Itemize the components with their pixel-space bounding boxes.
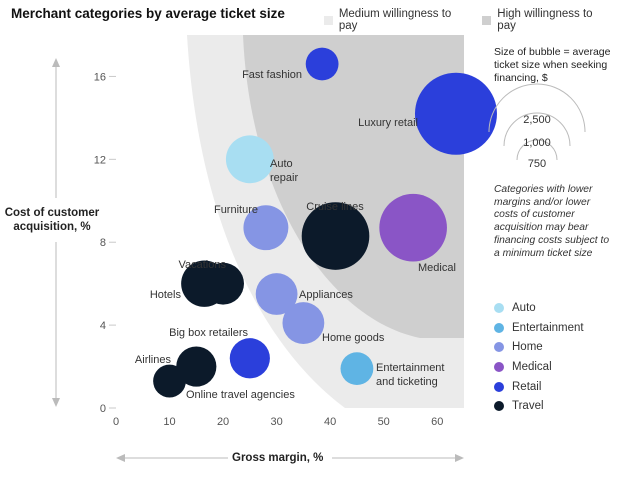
legend-entertainment: Entertainment xyxy=(494,318,584,338)
x-tick-label: 50 xyxy=(378,416,390,428)
legend-auto-label: Auto xyxy=(512,301,536,314)
size-legend-value: 1,000 xyxy=(523,137,551,149)
bubble-big-box-retailers xyxy=(229,338,270,379)
legend-high-willingness: High willingness to pay xyxy=(482,8,612,32)
minimum-ticket-note: Categories with lower margins and/or low… xyxy=(494,184,610,259)
label-line: and ticketing xyxy=(376,376,438,388)
legend-medium-label: Medium willingness to pay xyxy=(338,8,452,32)
bubble-auto-repair xyxy=(225,135,274,184)
category-legend: Auto Entertainment Home Medical Retail T… xyxy=(494,298,584,416)
label-luxury-retail: Luxury retail xyxy=(358,117,418,129)
y-tick-label: 0 xyxy=(100,403,106,415)
legend-travel-label: Travel xyxy=(512,400,544,413)
bubble-airlines xyxy=(176,346,217,387)
bubble-medical xyxy=(379,193,447,262)
y-tick-label: 8 xyxy=(100,237,106,249)
bubble-entertainment-and-ticketing xyxy=(340,352,374,386)
size-legend-title: Size of bubble = average ticket size whe… xyxy=(494,46,611,84)
legend-travel: Travel xyxy=(494,396,584,416)
bubble-luxury-retail xyxy=(414,72,497,155)
bubble-appliances xyxy=(255,273,298,315)
label-cruise-lines: Cruise lines xyxy=(306,201,364,213)
legend-retail-dot xyxy=(494,381,504,392)
y-tick-label: 4 xyxy=(100,320,106,332)
label-entertainment-and-ticketing: Entertainment and ticketing xyxy=(376,362,444,388)
y-axis-title: Cost of customer acquisition, % xyxy=(4,207,100,233)
legend-medical-dot xyxy=(494,361,504,372)
label-vacations: Vacations xyxy=(179,259,227,271)
legend-home-label: Home xyxy=(512,341,543,354)
size-legend-arc xyxy=(503,112,571,147)
legend-medium-swatch xyxy=(324,15,333,25)
bubbles-layer xyxy=(153,47,497,398)
legend-high-label: High willingness to pay xyxy=(497,8,593,32)
bubble-size-legend: 2,500 1,000 750 xyxy=(488,83,586,170)
bubble-hotels xyxy=(181,260,228,307)
chart-title: Merchant categories by average ticket si… xyxy=(11,6,285,21)
y-tick-label: 12 xyxy=(94,154,106,166)
x-tick-label: 40 xyxy=(324,416,336,428)
size-legend-arc xyxy=(488,83,586,133)
label-online-travel-agencies: Online travel agencies xyxy=(186,389,295,401)
legend-medical-label: Medical xyxy=(512,360,552,373)
legend-home: Home xyxy=(494,337,584,357)
willingness-legend: Medium willingness to pay High willingne… xyxy=(324,8,624,32)
bubble-cruise-lines xyxy=(301,202,370,270)
bubble-online-travel-agencies xyxy=(153,364,186,398)
size-legend-value: 750 xyxy=(528,158,546,170)
legend-entertainment-dot xyxy=(494,322,504,333)
x-arrow-right-head xyxy=(455,454,464,462)
label-line: Entertainment xyxy=(376,362,444,374)
size-legend-arc xyxy=(516,139,558,161)
x-tick-label: 0 xyxy=(113,416,119,428)
label-fast-fashion: Fast fashion xyxy=(242,69,302,81)
chart-axes: 0 4 8 12 16 0 10 20 30 40 50 60 xyxy=(52,58,464,462)
label-line: Auto xyxy=(270,158,293,170)
legend-auto: Auto xyxy=(494,298,584,318)
label-hotels: Hotels xyxy=(150,289,182,301)
legend-retail: Retail xyxy=(494,377,584,397)
label-home-goods: Home goods xyxy=(322,332,385,344)
bubble-fast-fashion xyxy=(305,47,339,81)
legend-medical: Medical xyxy=(494,357,584,377)
legend-retail-label: Retail xyxy=(512,380,542,393)
bubble-furniture xyxy=(243,205,289,251)
x-tick-label: 10 xyxy=(163,416,175,428)
legend-auto-dot xyxy=(494,302,504,313)
x-tick-label: 30 xyxy=(270,416,282,428)
label-auto-repair: Auto repair xyxy=(270,158,298,184)
legend-home-dot xyxy=(494,342,504,353)
label-airlines: Airlines xyxy=(135,354,172,366)
size-legend-value: 2,500 xyxy=(523,114,551,126)
high-willingness-zone xyxy=(243,35,464,338)
x-tick-label: 60 xyxy=(431,416,443,428)
x-arrow-left-head xyxy=(116,454,125,462)
x-axis-title: Gross margin, % xyxy=(232,452,324,464)
legend-high-swatch xyxy=(482,15,492,25)
y-tick-label: 16 xyxy=(94,71,106,83)
legend-entertainment-label: Entertainment xyxy=(512,321,584,334)
legend-travel-dot xyxy=(494,401,504,412)
legend-medium-willingness: Medium willingness to pay xyxy=(324,8,470,32)
bubble-home-goods xyxy=(282,302,325,344)
label-line: repair xyxy=(270,172,298,184)
label-appliances: Appliances xyxy=(299,289,353,301)
y-arrow-down-head xyxy=(52,398,60,407)
label-furniture: Furniture xyxy=(214,204,258,216)
x-tick-label: 20 xyxy=(217,416,229,428)
label-big-box-retailers: Big box retailers xyxy=(169,327,248,339)
y-arrow-up-head xyxy=(52,58,60,67)
bubble-labels-layer: Fast fashion Luxury retail Auto repair Furni… xyxy=(135,69,456,401)
label-medical: Medical xyxy=(418,262,456,274)
